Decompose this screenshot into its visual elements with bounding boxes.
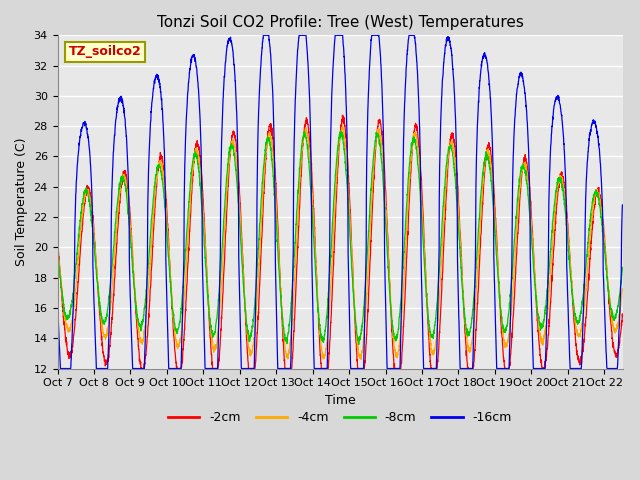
Line: -8cm: -8cm <box>58 132 623 345</box>
-2cm <box>339 112 346 118</box>
-16cm <box>566 358 573 364</box>
-4cm <box>603 265 611 271</box>
-4cm <box>339 124 346 130</box>
-4cm <box>179 312 187 318</box>
-4cm <box>54 238 61 244</box>
-4cm <box>419 228 427 234</box>
-16cm <box>179 287 187 292</box>
-8cm <box>337 129 345 134</box>
-4cm <box>619 286 627 292</box>
-16cm <box>603 365 611 371</box>
Line: -2cm: -2cm <box>58 115 623 369</box>
Text: TZ_soilco2: TZ_soilco2 <box>69 45 141 59</box>
-2cm <box>137 366 145 372</box>
-8cm <box>419 243 427 249</box>
-16cm <box>428 366 435 372</box>
-8cm <box>619 264 627 270</box>
-4cm <box>566 255 573 261</box>
Title: Tonzi Soil CO2 Profile: Tree (West) Temperatures: Tonzi Soil CO2 Profile: Tree (West) Temp… <box>157 15 524 30</box>
-2cm <box>619 313 627 319</box>
-16cm <box>230 61 238 67</box>
-2cm <box>230 129 238 135</box>
-8cm <box>230 153 238 159</box>
-4cm <box>230 142 238 147</box>
Y-axis label: Soil Temperature (C): Soil Temperature (C) <box>15 138 28 266</box>
-16cm <box>259 33 267 38</box>
-16cm <box>419 350 427 356</box>
Line: -4cm: -4cm <box>58 127 623 360</box>
-2cm <box>419 215 427 220</box>
-2cm <box>179 347 187 353</box>
-2cm <box>603 267 611 273</box>
X-axis label: Time: Time <box>324 394 355 407</box>
Legend: -2cm, -4cm, -8cm, -16cm: -2cm, -4cm, -8cm, -16cm <box>163 406 517 429</box>
-2cm <box>566 252 573 257</box>
-8cm <box>428 334 435 339</box>
-2cm <box>428 366 435 372</box>
-8cm <box>179 284 187 289</box>
-4cm <box>357 357 365 362</box>
-8cm <box>566 264 573 270</box>
-8cm <box>603 273 611 279</box>
-8cm <box>54 246 61 252</box>
-8cm <box>355 342 362 348</box>
Line: -16cm: -16cm <box>58 36 623 369</box>
-4cm <box>428 347 435 353</box>
-16cm <box>619 202 627 208</box>
-2cm <box>54 235 61 241</box>
-16cm <box>56 366 64 372</box>
-16cm <box>54 299 61 305</box>
